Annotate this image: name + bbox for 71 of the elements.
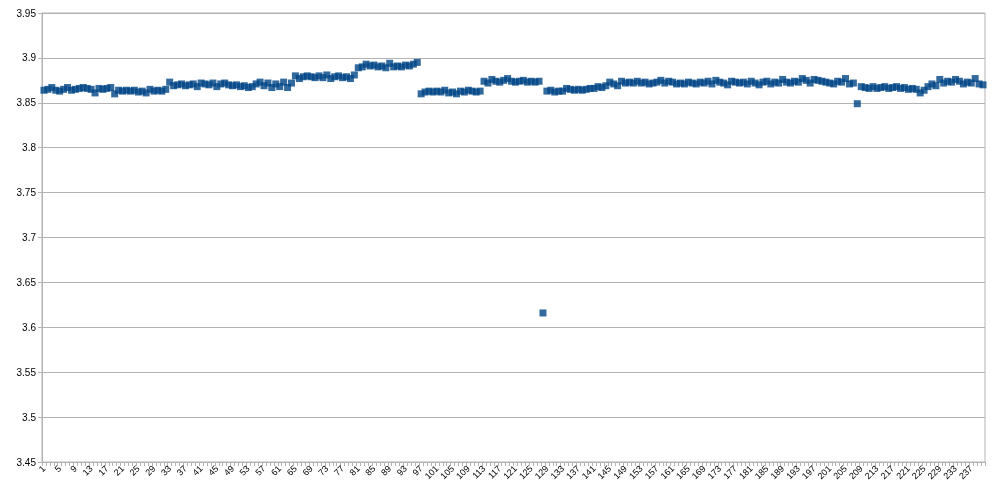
x-tick-label: 113 <box>470 463 488 481</box>
x-tick-label: 121 <box>501 463 519 482</box>
x-tick-label: 173 <box>705 463 724 482</box>
x-tick-label: 81 <box>347 463 362 478</box>
y-tick-label: 3.85 <box>16 97 37 109</box>
x-tick-label: 221 <box>894 463 912 482</box>
x-tick-label: 169 <box>689 463 708 482</box>
x-tick-label: 165 <box>674 463 692 482</box>
x-tick-label: 197 <box>799 463 818 482</box>
x-tick-label: 229 <box>925 463 944 482</box>
y-tick-label: 3.8 <box>22 142 37 154</box>
x-tick-label: 93 <box>394 463 409 478</box>
x-tick-label: 65 <box>284 463 299 478</box>
x-tick-label: 205 <box>831 463 850 482</box>
y-tick-label: 3.65 <box>16 276 37 288</box>
x-tick-label: 189 <box>768 463 787 482</box>
x-tick-label: 129 <box>532 463 551 482</box>
y-tick-label: 3.95 <box>16 7 37 19</box>
x-tick-label: 161 <box>658 463 677 482</box>
x-tick-label: 133 <box>548 463 567 482</box>
x-tick-label: 25 <box>127 463 142 478</box>
x-tick-label: 153 <box>627 463 645 482</box>
x-tick-label: 61 <box>269 463 284 478</box>
x-tick-label: 209 <box>847 463 865 482</box>
x-tick-label: 141 <box>579 463 598 482</box>
x-tick-label: 5 <box>52 463 64 475</box>
x-tick-label: 125 <box>517 463 535 482</box>
x-tick-label: 37 <box>174 463 189 478</box>
x-tick-label: 29 <box>143 463 158 478</box>
y-tick-label: 3.45 <box>16 456 37 468</box>
x-tick-label: 53 <box>237 463 252 478</box>
x-tick-label: 69 <box>300 463 315 478</box>
x-tick-label: 1 <box>36 463 48 475</box>
x-tick-label: 49 <box>221 463 237 478</box>
x-tick-label: 213 <box>862 463 881 482</box>
y-tick-label: 3.75 <box>16 187 37 199</box>
x-tick-label: 45 <box>206 463 221 478</box>
x-tick-label: 101 <box>422 463 441 482</box>
x-tick-label: 157 <box>642 463 661 482</box>
x-tick-label: 177 <box>721 463 740 482</box>
y-tick-label: 3.7 <box>22 232 37 243</box>
x-tick-label: 109 <box>454 463 472 482</box>
x-tick-label: 201 <box>815 463 834 482</box>
x-tick-label: 9 <box>68 463 79 475</box>
x-tick-label: 225 <box>909 463 928 482</box>
x-tick-label: 89 <box>379 463 394 478</box>
y-tick-label: 3.6 <box>22 321 37 333</box>
x-tick-label: 149 <box>611 463 630 482</box>
y-tick-label: 3.55 <box>16 366 37 378</box>
y-tick-label: 3.9 <box>22 52 37 64</box>
x-tick-label: 85 <box>363 463 378 478</box>
x-tick-label: 237 <box>957 463 975 482</box>
x-tick-label: 145 <box>595 463 614 482</box>
x-tick-label: 17 <box>96 463 111 478</box>
x-tick-label: 77 <box>331 463 347 478</box>
x-tick-label: 185 <box>752 463 771 482</box>
x-tick-label: 117 <box>486 463 504 481</box>
y-tick-label: 3.5 <box>22 411 37 423</box>
x-tick-label: 217 <box>878 463 897 482</box>
x-tick-label: 193 <box>784 463 802 482</box>
x-tick-label: 21 <box>111 463 127 478</box>
x-tick-label: 137 <box>564 463 582 482</box>
x-tick-label: 33 <box>159 463 174 478</box>
x-tick-label: 41 <box>190 463 205 478</box>
x-tick-label: 57 <box>253 463 268 478</box>
x-tick-label: 73 <box>316 463 331 478</box>
x-tick-label: 13 <box>80 463 95 478</box>
x-tick-label: 105 <box>438 463 457 482</box>
x-tick-label: 97 <box>410 463 425 478</box>
x-tick-label: 233 <box>941 463 960 482</box>
x-tick-label: 181 <box>737 463 755 482</box>
